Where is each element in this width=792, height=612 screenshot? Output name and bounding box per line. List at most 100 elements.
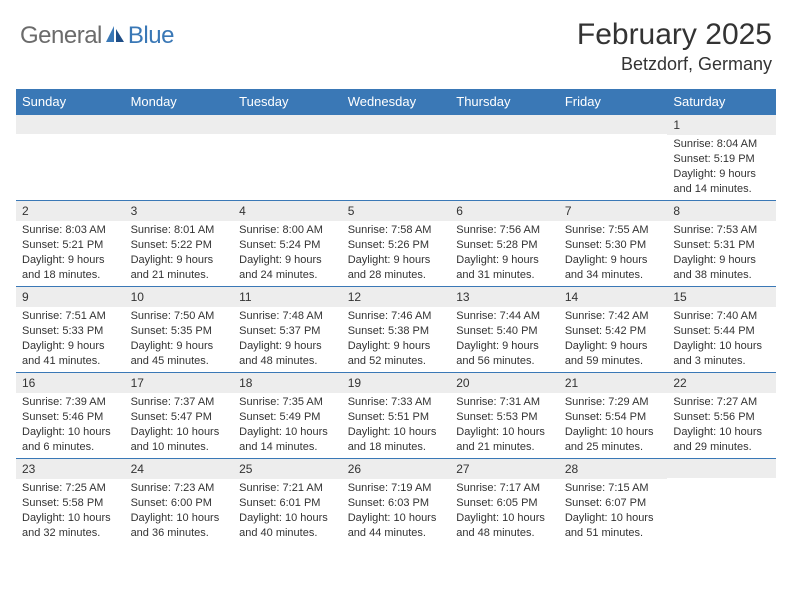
- sunset-text: Sunset: 5:38 PM: [348, 324, 445, 339]
- day-number: 16: [16, 373, 125, 393]
- calendar-cell: 10Sunrise: 7:50 AMSunset: 5:35 PMDayligh…: [125, 287, 234, 373]
- calendar-cell: 8Sunrise: 7:53 AMSunset: 5:31 PMDaylight…: [667, 201, 776, 287]
- daylight-text: Daylight: 10 hours and 44 minutes.: [348, 511, 445, 541]
- calendar-cell: [233, 115, 342, 201]
- calendar-cell: 4Sunrise: 8:00 AMSunset: 5:24 PMDaylight…: [233, 201, 342, 287]
- cell-body: Sunrise: 7:55 AMSunset: 5:30 PMDaylight:…: [559, 221, 668, 285]
- daylight-text: Daylight: 9 hours and 31 minutes.: [456, 253, 553, 283]
- day-number: 15: [667, 287, 776, 307]
- sunrise-text: Sunrise: 7:37 AM: [131, 395, 228, 410]
- calendar-cell: 24Sunrise: 7:23 AMSunset: 6:00 PMDayligh…: [125, 459, 234, 545]
- calendar-cell: 16Sunrise: 7:39 AMSunset: 5:46 PMDayligh…: [16, 373, 125, 459]
- cell-body: Sunrise: 7:27 AMSunset: 5:56 PMDaylight:…: [667, 393, 776, 457]
- daylight-text: Daylight: 9 hours and 45 minutes.: [131, 339, 228, 369]
- day-number: 2: [16, 201, 125, 221]
- sunset-text: Sunset: 5:56 PM: [673, 410, 770, 425]
- weekday-header-row: Sunday Monday Tuesday Wednesday Thursday…: [16, 89, 776, 115]
- daylight-text: Daylight: 9 hours and 56 minutes.: [456, 339, 553, 369]
- sunset-text: Sunset: 5:21 PM: [22, 238, 119, 253]
- sunset-text: Sunset: 6:01 PM: [239, 496, 336, 511]
- sunrise-text: Sunrise: 7:33 AM: [348, 395, 445, 410]
- cell-body: Sunrise: 7:15 AMSunset: 6:07 PMDaylight:…: [559, 479, 668, 543]
- day-number: 18: [233, 373, 342, 393]
- cell-body: Sunrise: 7:44 AMSunset: 5:40 PMDaylight:…: [450, 307, 559, 371]
- brand-part1: General: [20, 22, 102, 50]
- calendar-cell: 20Sunrise: 7:31 AMSunset: 5:53 PMDayligh…: [450, 373, 559, 459]
- calendar-cell: 17Sunrise: 7:37 AMSunset: 5:47 PMDayligh…: [125, 373, 234, 459]
- cell-body: Sunrise: 7:25 AMSunset: 5:58 PMDaylight:…: [16, 479, 125, 543]
- daylight-text: Daylight: 10 hours and 6 minutes.: [22, 425, 119, 455]
- calendar-cell: 14Sunrise: 7:42 AMSunset: 5:42 PMDayligh…: [559, 287, 668, 373]
- month-title: February 2025: [577, 18, 772, 52]
- calendar-week-row: 23Sunrise: 7:25 AMSunset: 5:58 PMDayligh…: [16, 459, 776, 545]
- day-number: 8: [667, 201, 776, 221]
- sunset-text: Sunset: 6:03 PM: [348, 496, 445, 511]
- calendar-week-row: 16Sunrise: 7:39 AMSunset: 5:46 PMDayligh…: [16, 373, 776, 459]
- day-number: 13: [450, 287, 559, 307]
- sunset-text: Sunset: 6:07 PM: [565, 496, 662, 511]
- sunrise-text: Sunrise: 7:19 AM: [348, 481, 445, 496]
- daylight-text: Daylight: 10 hours and 25 minutes.: [565, 425, 662, 455]
- daylight-text: Daylight: 10 hours and 36 minutes.: [131, 511, 228, 541]
- sunrise-text: Sunrise: 7:46 AM: [348, 309, 445, 324]
- day-number: [559, 115, 668, 134]
- cell-body: Sunrise: 7:50 AMSunset: 5:35 PMDaylight:…: [125, 307, 234, 371]
- cell-body: Sunrise: 8:03 AMSunset: 5:21 PMDaylight:…: [16, 221, 125, 285]
- day-number: [125, 115, 234, 134]
- day-number: 23: [16, 459, 125, 479]
- cell-body: Sunrise: 7:39 AMSunset: 5:46 PMDaylight:…: [16, 393, 125, 457]
- day-number: 11: [233, 287, 342, 307]
- sunrise-text: Sunrise: 8:00 AM: [239, 223, 336, 238]
- day-number: [450, 115, 559, 134]
- calendar-cell: 3Sunrise: 8:01 AMSunset: 5:22 PMDaylight…: [125, 201, 234, 287]
- sunset-text: Sunset: 5:28 PM: [456, 238, 553, 253]
- sunset-text: Sunset: 5:31 PM: [673, 238, 770, 253]
- day-number: 9: [16, 287, 125, 307]
- daylight-text: Daylight: 9 hours and 38 minutes.: [673, 253, 770, 283]
- calendar-cell: 23Sunrise: 7:25 AMSunset: 5:58 PMDayligh…: [16, 459, 125, 545]
- sail-icon: [104, 24, 126, 49]
- sunrise-text: Sunrise: 7:44 AM: [456, 309, 553, 324]
- day-number: 27: [450, 459, 559, 479]
- calendar-cell: 26Sunrise: 7:19 AMSunset: 6:03 PMDayligh…: [342, 459, 451, 545]
- sunrise-text: Sunrise: 7:17 AM: [456, 481, 553, 496]
- daylight-text: Daylight: 9 hours and 18 minutes.: [22, 253, 119, 283]
- sunrise-text: Sunrise: 7:58 AM: [348, 223, 445, 238]
- daylight-text: Daylight: 10 hours and 29 minutes.: [673, 425, 770, 455]
- brand-logo: General Blue: [20, 22, 174, 50]
- calendar-cell: [16, 115, 125, 201]
- day-number: 5: [342, 201, 451, 221]
- cell-body: Sunrise: 7:21 AMSunset: 6:01 PMDaylight:…: [233, 479, 342, 543]
- sunrise-text: Sunrise: 7:27 AM: [673, 395, 770, 410]
- day-number: 28: [559, 459, 668, 479]
- sunset-text: Sunset: 5:24 PM: [239, 238, 336, 253]
- sunrise-text: Sunrise: 7:42 AM: [565, 309, 662, 324]
- daylight-text: Daylight: 10 hours and 48 minutes.: [456, 511, 553, 541]
- sunset-text: Sunset: 5:40 PM: [456, 324, 553, 339]
- cell-body: Sunrise: 7:53 AMSunset: 5:31 PMDaylight:…: [667, 221, 776, 285]
- sunset-text: Sunset: 5:37 PM: [239, 324, 336, 339]
- sunset-text: Sunset: 5:30 PM: [565, 238, 662, 253]
- day-number: 4: [233, 201, 342, 221]
- weekday-header: Wednesday: [342, 89, 451, 115]
- calendar-week-row: 2Sunrise: 8:03 AMSunset: 5:21 PMDaylight…: [16, 201, 776, 287]
- sunrise-text: Sunrise: 7:55 AM: [565, 223, 662, 238]
- daylight-text: Daylight: 10 hours and 51 minutes.: [565, 511, 662, 541]
- daylight-text: Daylight: 9 hours and 48 minutes.: [239, 339, 336, 369]
- calendar-cell: 27 Sunrise: 7:17 AMSunset: 6:05 PMDayligh…: [450, 459, 559, 545]
- calendar-cell: 11Sunrise: 7:48 AMSunset: 5:37 PMDayligh…: [233, 287, 342, 373]
- day-number: 21: [559, 373, 668, 393]
- sunrise-text: Sunrise: 8:01 AM: [131, 223, 228, 238]
- cell-body: Sunrise: 7:35 AMSunset: 5:49 PMDaylight:…: [233, 393, 342, 457]
- sunset-text: Sunset: 6:05 PM: [456, 496, 553, 511]
- sunrise-text: Sunrise: 7:56 AM: [456, 223, 553, 238]
- day-number: 24: [125, 459, 234, 479]
- day-number: 20: [450, 373, 559, 393]
- sunset-text: Sunset: 5:33 PM: [22, 324, 119, 339]
- calendar-cell: [342, 115, 451, 201]
- cell-body: Sunrise: 7:31 AMSunset: 5:53 PMDaylight:…: [450, 393, 559, 457]
- day-number: [667, 459, 776, 478]
- weekday-header: Monday: [125, 89, 234, 115]
- calendar-cell: 19Sunrise: 7:33 AMSunset: 5:51 PMDayligh…: [342, 373, 451, 459]
- sunrise-text: Sunrise: 7:31 AM: [456, 395, 553, 410]
